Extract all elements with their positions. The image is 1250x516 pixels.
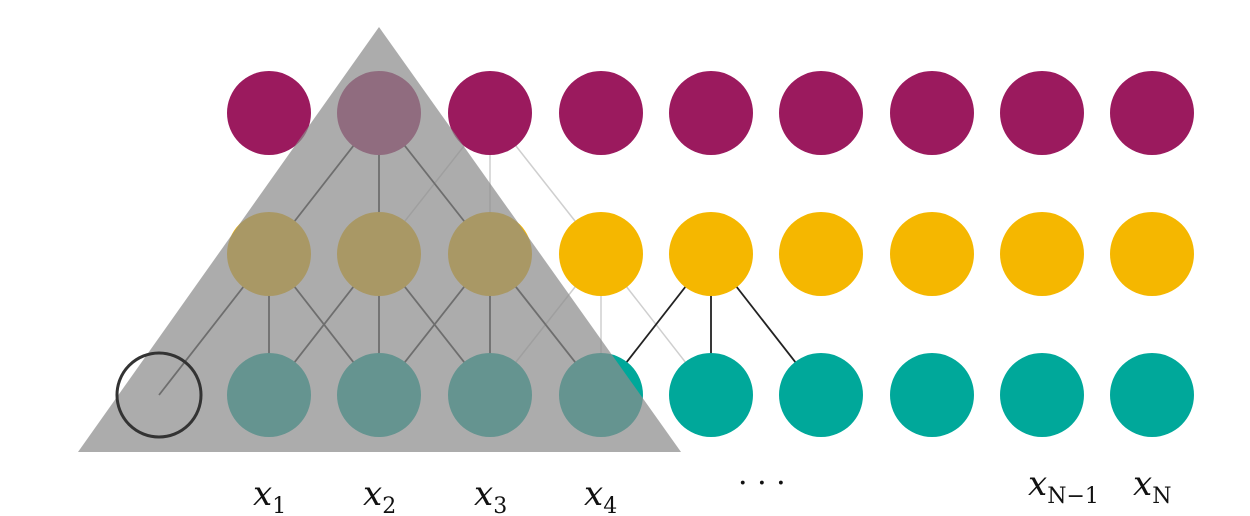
middle-node bbox=[890, 212, 974, 296]
top-node bbox=[448, 71, 532, 155]
ellipsis: · · · bbox=[738, 466, 786, 501]
top-node bbox=[227, 71, 311, 155]
padding-node bbox=[115, 351, 203, 439]
receptive-field-triangle bbox=[78, 27, 681, 452]
middle-node bbox=[559, 212, 643, 296]
bottom-node bbox=[779, 353, 863, 437]
top-node bbox=[559, 71, 643, 155]
middle-node bbox=[779, 212, 863, 296]
input-label-xN: xN bbox=[1133, 464, 1171, 509]
input-label-x2: x2 bbox=[363, 474, 396, 516]
top-node bbox=[1000, 71, 1084, 155]
input-label-xN-1: xN−1 bbox=[1028, 464, 1099, 509]
bottom-node bbox=[669, 353, 753, 437]
top-node bbox=[669, 71, 753, 155]
top-node bbox=[890, 71, 974, 155]
middle-node bbox=[1110, 212, 1194, 296]
bottom-node bbox=[890, 353, 974, 437]
bottom-node bbox=[1000, 353, 1084, 437]
top-node bbox=[779, 71, 863, 155]
input-label-x3: x3 bbox=[474, 474, 507, 516]
bottom-node bbox=[1110, 353, 1194, 437]
input-label-x4: x4 bbox=[584, 474, 617, 516]
input-label-x1: x1 bbox=[253, 474, 286, 516]
top-node bbox=[1110, 71, 1194, 155]
middle-node bbox=[669, 212, 753, 296]
middle-node bbox=[1000, 212, 1084, 296]
